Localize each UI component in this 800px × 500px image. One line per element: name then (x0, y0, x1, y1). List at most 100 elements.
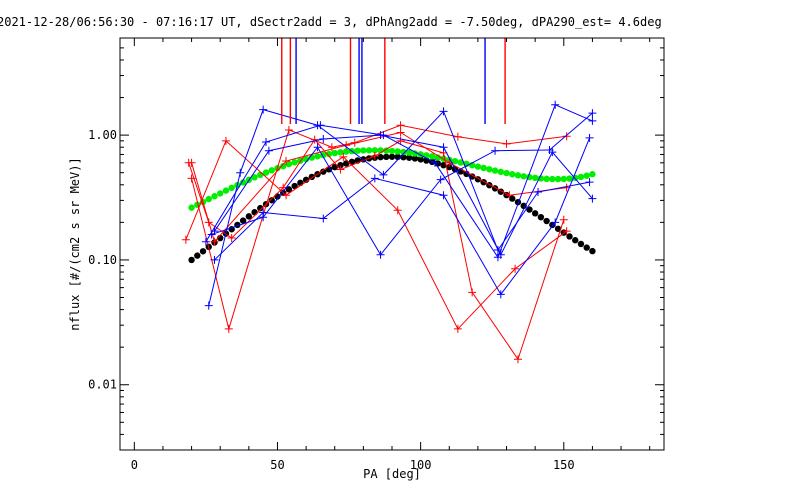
data-series (181, 100, 597, 364)
data-point-red (336, 165, 345, 174)
fit-point-green (566, 175, 573, 182)
fit-point-black (566, 233, 573, 240)
data-point-red (393, 206, 402, 215)
fit-point-black (388, 153, 396, 160)
vertical-markers (281, 38, 506, 124)
fit-point-green (383, 147, 390, 154)
fit-point-green (400, 148, 407, 156)
data-point-blue (264, 146, 273, 155)
fit-point-black (285, 186, 293, 193)
fit-point-black (302, 176, 310, 183)
series-line-blue (211, 112, 593, 256)
data-point-red (502, 139, 511, 148)
fit-point-green (531, 174, 539, 182)
fit-point-green (589, 171, 596, 178)
data-point-red (370, 152, 379, 161)
fit-point-black (589, 247, 596, 255)
data-point-blue (316, 121, 325, 130)
data-point-blue (436, 175, 445, 184)
fit-point-green (331, 149, 338, 157)
data-point-blue (319, 135, 328, 144)
fit-point-green (257, 171, 264, 179)
fit-point-green (211, 193, 218, 200)
fit-point-black (405, 154, 413, 161)
fit-point-green (423, 152, 430, 159)
fit-point-black (337, 161, 344, 169)
fit-point-green (514, 172, 522, 179)
data-point-blue (376, 250, 385, 259)
fit-point-green (371, 147, 379, 154)
fit-point-black (572, 237, 579, 244)
fit-point-black (417, 156, 424, 163)
fit-point-black (583, 244, 590, 251)
fit-point-green (314, 153, 321, 160)
x-tick-label: 50 (270, 458, 284, 472)
fit-point-green (520, 173, 527, 180)
y-axis-label: nflux [#/(cm2 s sr MeV)] (68, 157, 82, 330)
data-point-red (453, 132, 462, 141)
data-point-blue (588, 109, 597, 118)
fit-point-green (486, 166, 493, 173)
fit-point-black (188, 256, 195, 264)
data-point-red (227, 233, 236, 242)
fit-point-black (268, 197, 275, 204)
data-point-blue (204, 301, 213, 310)
data-point-blue (551, 100, 560, 109)
fit-point-black (245, 213, 253, 220)
series-line-blue (205, 104, 593, 259)
data-point-blue (439, 143, 448, 152)
fit-point-green (394, 148, 401, 155)
fit-point-green (554, 175, 562, 183)
data-point-blue (210, 227, 219, 236)
fit-point-black (320, 168, 327, 175)
fit-point-green (503, 169, 510, 177)
data-point-blue (588, 194, 597, 203)
fit-point-black (331, 163, 338, 171)
chart-title: 2021-12-28/06:56:30 - 07:16:17 UT, dSect… (0, 15, 662, 29)
fit-point-green (543, 175, 550, 183)
data-point-blue (439, 191, 448, 200)
data-point-blue (370, 174, 379, 183)
fit-point-black (411, 155, 419, 162)
fit-point-green (262, 169, 270, 176)
fit-point-black (577, 240, 585, 248)
data-point-red (396, 121, 405, 130)
fit-point-green (491, 167, 499, 174)
fit-point-black (554, 225, 562, 232)
fit-point-green (268, 167, 275, 174)
fit-point-green (354, 147, 361, 154)
data-point-red (282, 191, 291, 200)
data-point-blue (259, 213, 268, 222)
fit-point-green (280, 162, 287, 170)
fit-point-green (434, 154, 442, 161)
data-point-red (468, 288, 477, 297)
data-point-red (284, 125, 293, 134)
fit-point-black (251, 209, 258, 216)
data-point-blue (585, 133, 594, 142)
fit-point-green (251, 174, 258, 181)
fit-point-black (520, 202, 527, 210)
y-tick-label: 0.10 (88, 253, 117, 267)
fit-point-black (440, 161, 447, 169)
fit-point-green (188, 204, 195, 211)
fit-point-green (239, 179, 247, 186)
data-point-red (187, 158, 196, 167)
fit-point-green (497, 168, 504, 176)
fit-point-black (446, 163, 453, 171)
fit-point-black (291, 182, 298, 190)
fit-point-black (199, 248, 207, 255)
fit-point-green (583, 172, 590, 179)
fit-point-green (577, 173, 585, 181)
data-point-red (562, 132, 571, 141)
fit-point-green (451, 157, 459, 165)
fit-point-green (222, 187, 230, 194)
x-tick-label: 0 (131, 458, 138, 472)
x-tick-label: 150 (553, 458, 575, 472)
fit-point-green (509, 171, 516, 178)
data-point-blue (201, 237, 210, 246)
fit-point-green (388, 147, 396, 155)
data-point-red (181, 235, 190, 244)
fit-point-green (365, 147, 373, 154)
data-point-red (282, 157, 291, 166)
